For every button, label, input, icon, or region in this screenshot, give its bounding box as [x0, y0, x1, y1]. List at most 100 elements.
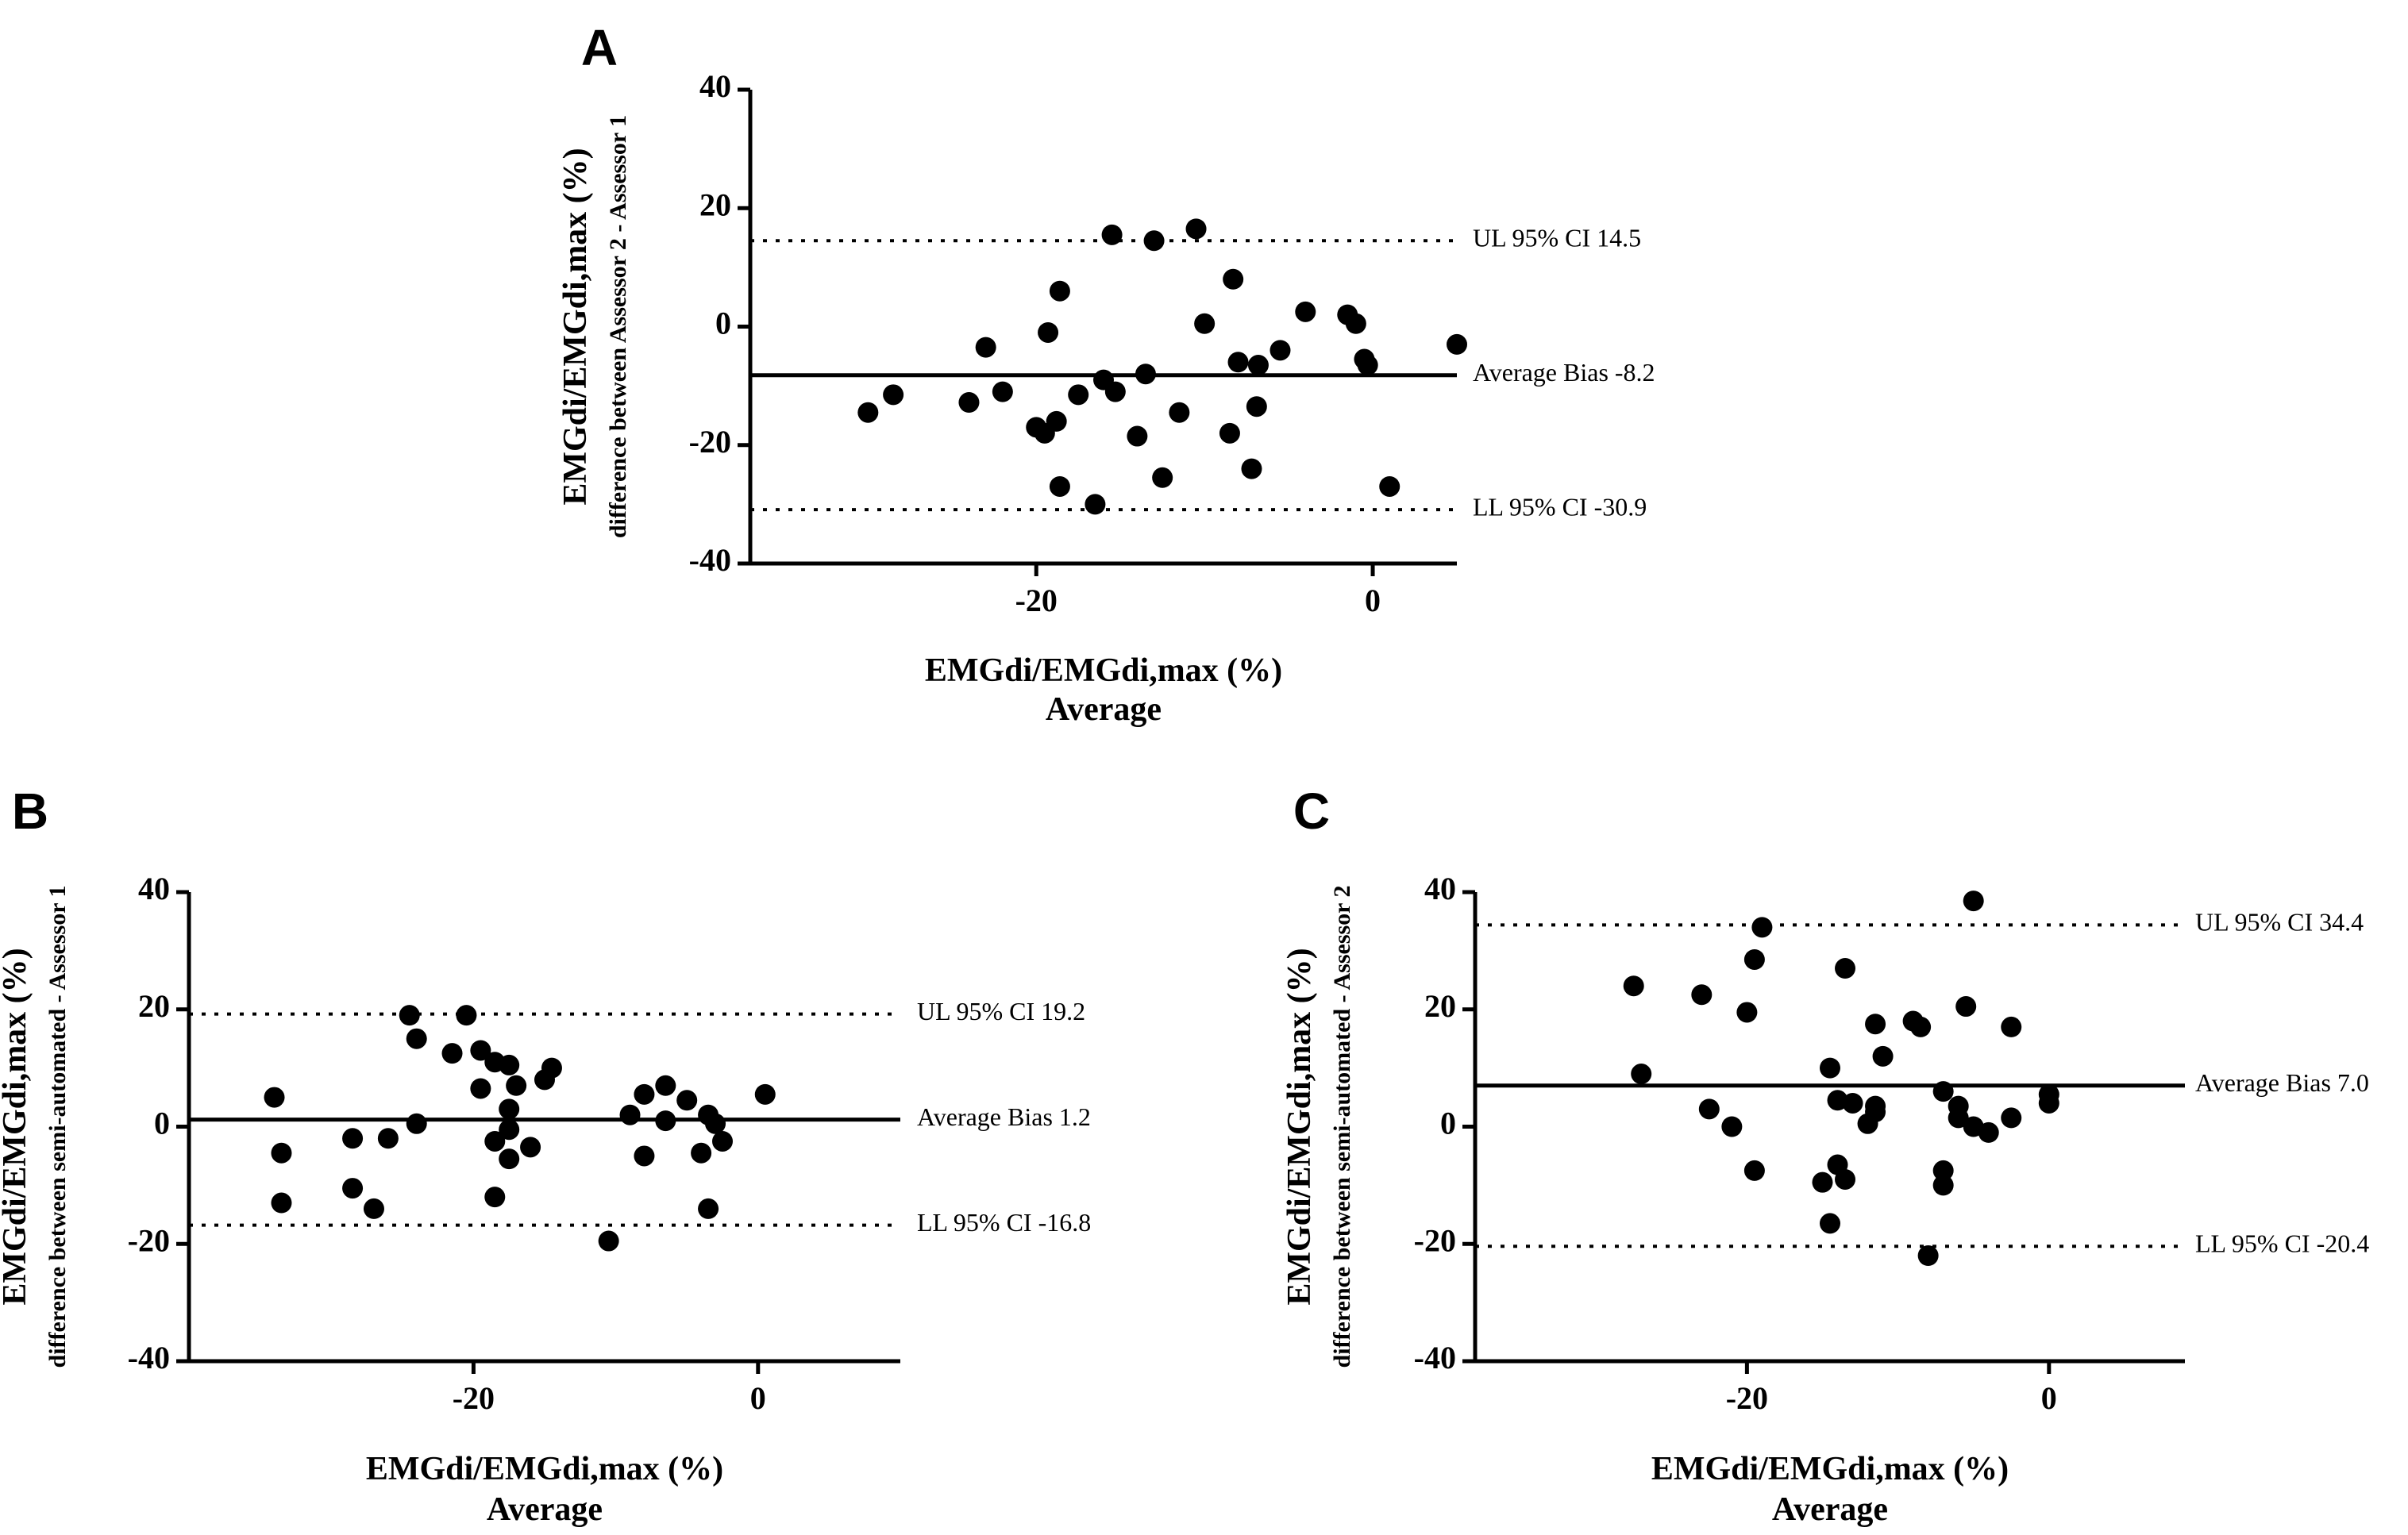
y-tick-label: 0	[1440, 1106, 1456, 1141]
data-point	[1246, 396, 1267, 417]
data-point	[406, 1028, 427, 1049]
data-point	[1721, 1116, 1743, 1137]
data-point	[1049, 280, 1070, 302]
data-point	[1698, 1098, 1720, 1120]
data-point	[342, 1178, 364, 1199]
data-point	[1085, 494, 1106, 515]
y-axis-title: EMGdi/EMGdi,max (%)	[557, 148, 594, 505]
x-tick-label: 0	[2041, 1380, 2057, 1416]
bias-label: Average Bias 1.2	[917, 1102, 1091, 1131]
data-point	[1736, 1002, 1758, 1023]
data-point	[1835, 958, 1856, 979]
data-point	[655, 1110, 676, 1132]
data-point	[1932, 1081, 1954, 1102]
data-point	[377, 1128, 399, 1149]
y-tick-label: 40	[699, 68, 731, 104]
data-point	[676, 1090, 698, 1111]
data-point	[499, 1054, 520, 1075]
y-axis-subtitle: difference between semi-automated - Asse…	[1329, 886, 1355, 1368]
y-tick-label: -20	[689, 424, 731, 460]
data-point	[1049, 475, 1070, 497]
data-point	[1751, 917, 1773, 938]
y-tick-label: 20	[1424, 988, 1456, 1024]
data-point	[1247, 355, 1269, 376]
data-point	[1963, 891, 1984, 912]
data-point	[1842, 1092, 1863, 1114]
data-point	[1152, 467, 1173, 488]
data-point	[634, 1145, 655, 1167]
data-point	[1101, 224, 1123, 245]
data-point	[1295, 301, 1316, 322]
x-axis-title: EMGdi/EMGdi,max (%)	[1651, 1451, 2009, 1487]
data-point	[499, 1098, 520, 1120]
data-point	[470, 1078, 491, 1099]
data-point	[399, 1005, 420, 1026]
data-point	[1865, 1102, 1886, 1123]
data-point	[271, 1142, 292, 1164]
bias-label: Average Bias -8.2	[1473, 358, 1655, 387]
data-point	[1241, 458, 1262, 479]
x-axis-subtitle: Average	[1772, 1491, 1888, 1528]
y-tick-label: -40	[1414, 1340, 1456, 1375]
data-point	[499, 1119, 520, 1141]
data-point	[992, 381, 1013, 402]
data-point	[499, 1148, 520, 1170]
data-point	[705, 1113, 726, 1134]
data-point	[1038, 321, 1059, 343]
data-point	[712, 1130, 733, 1152]
data-point	[857, 402, 879, 423]
limit-label: LL 95% CI -16.8	[917, 1208, 1091, 1237]
x-axis-subtitle: Average	[1046, 691, 1162, 728]
data-point	[1691, 984, 1713, 1006]
data-point	[1948, 1107, 1969, 1129]
data-point	[406, 1113, 427, 1134]
y-tick-label: -40	[128, 1340, 170, 1375]
data-point	[1127, 425, 1148, 447]
panel-letter: B	[12, 783, 48, 840]
data-point	[484, 1187, 506, 1208]
y-tick-label: 40	[138, 871, 170, 906]
data-point	[1219, 422, 1240, 444]
x-tick-label: 0	[750, 1380, 766, 1416]
x-tick-label: -20	[1015, 583, 1058, 618]
data-point	[1185, 218, 1207, 240]
data-point	[1169, 402, 1190, 423]
y-axis-title: EMGdi/EMGdi,max (%)	[0, 948, 33, 1305]
y-tick-label: -20	[1414, 1222, 1456, 1258]
data-point	[1932, 1160, 1954, 1181]
data-point	[1623, 975, 1644, 997]
y-tick-label: 20	[699, 187, 731, 222]
data-point	[1865, 1014, 1886, 1035]
data-point	[634, 1083, 655, 1105]
y-tick-label: 0	[715, 306, 731, 341]
data-point	[484, 1130, 506, 1152]
y-tick-label: 20	[138, 988, 170, 1024]
data-point	[1223, 268, 1244, 290]
data-point	[1345, 313, 1366, 334]
y-tick-label: 0	[154, 1106, 170, 1141]
data-point	[1046, 410, 1067, 432]
x-axis-subtitle: Average	[487, 1491, 603, 1528]
data-point	[342, 1128, 364, 1149]
data-point	[1820, 1213, 1840, 1234]
data-point	[2038, 1092, 2059, 1114]
data-point	[1743, 948, 1765, 970]
y-axis-subtitle: difference between semi-automated - Asse…	[44, 886, 71, 1368]
data-point	[1143, 230, 1165, 252]
data-point	[1872, 1045, 1894, 1067]
data-point	[1932, 1175, 1954, 1196]
data-point	[1194, 313, 1216, 334]
x-tick-label: -20	[1726, 1380, 1768, 1416]
data-point	[2001, 1107, 2022, 1129]
data-point	[1269, 340, 1291, 361]
limit-label: UL 95% CI 34.4	[2195, 908, 2364, 937]
data-point	[1835, 1168, 1856, 1190]
panel-b: B 40 20 0 -20 -40 -20 0 UL 95% CI 19.2 Average Bi…	[0, 783, 1091, 1528]
y-tick-label: 40	[1424, 871, 1456, 906]
data-point	[883, 384, 904, 406]
y-tick-label: -20	[128, 1222, 170, 1258]
data-point	[698, 1198, 719, 1219]
data-point	[1104, 381, 1126, 402]
data-point	[363, 1198, 384, 1219]
bias-label: Average Bias 7.0	[2195, 1068, 2369, 1097]
